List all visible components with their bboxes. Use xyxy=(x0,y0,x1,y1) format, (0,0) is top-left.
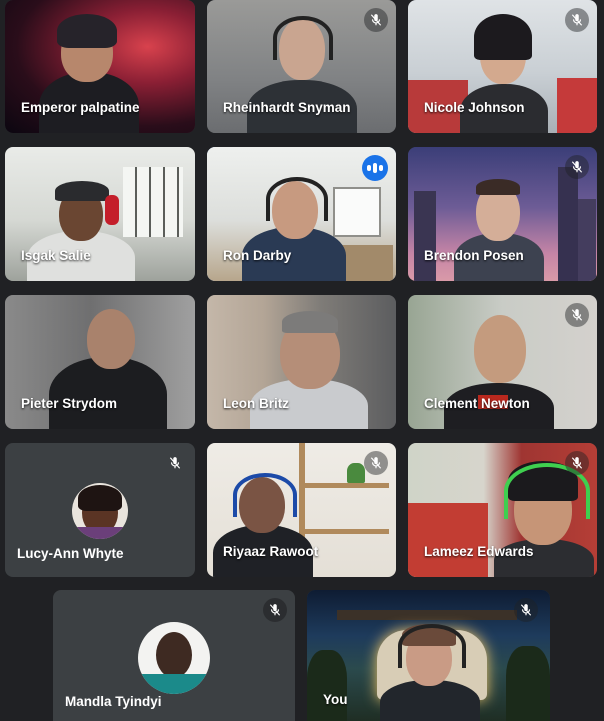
participant-name: Leon Britz xyxy=(223,396,289,411)
mic-off-icon xyxy=(364,451,388,475)
mic-off-icon xyxy=(514,598,538,622)
participant-tile-clement-newton[interactable]: Clement Newton xyxy=(408,295,597,429)
participant-name: Lucy-Ann Whyte xyxy=(17,546,124,561)
participant-tile-rheinhardt-snyman[interactable]: Rheinhardt Snyman xyxy=(207,0,396,133)
participant-name: You xyxy=(323,692,348,707)
participant-tile-pieter-strydom[interactable]: Pieter Strydom xyxy=(5,295,195,429)
mic-off-icon xyxy=(364,8,388,32)
participant-name: Rheinhardt Snyman xyxy=(223,100,351,115)
participant-name: Nicole Johnson xyxy=(424,100,525,115)
participant-tile-ron-darby[interactable]: Ron Darby xyxy=(207,147,396,281)
participant-tile-mandla-tyindyi[interactable]: Mandla Tyindyi xyxy=(53,590,295,721)
avatar xyxy=(72,483,128,539)
participant-name: Brendon Posen xyxy=(424,248,524,263)
participant-tile-isgak-salie[interactable]: Isgak Salie xyxy=(5,147,195,281)
participant-name: Pieter Strydom xyxy=(21,396,118,411)
mic-off-icon xyxy=(565,451,589,475)
participant-video-figure xyxy=(234,147,354,281)
participant-video-figure xyxy=(444,147,554,281)
participant-video-figure xyxy=(209,443,319,577)
participant-tile-brendon-posen[interactable]: Brendon Posen xyxy=(408,147,597,281)
participant-tile-riyaaz-rawoot[interactable]: Riyaaz Rawoot xyxy=(207,443,396,577)
participant-name: Emperor palpatine xyxy=(21,100,140,115)
audio-level-icon xyxy=(362,155,388,181)
participant-name: Mandla Tyindyi xyxy=(65,694,162,709)
participant-tile-leon-britz[interactable]: Leon Britz xyxy=(207,295,396,429)
participant-video-figure xyxy=(434,295,564,429)
mic-off-icon xyxy=(565,155,589,179)
participant-name: Clement Newton xyxy=(424,396,530,411)
mic-off-icon xyxy=(163,451,187,475)
participant-video-figure xyxy=(448,0,558,133)
avatar xyxy=(138,622,210,694)
mic-off-icon xyxy=(565,8,589,32)
mic-off-icon xyxy=(263,598,287,622)
participant-video-figure xyxy=(480,443,597,577)
participant-name: Riyaaz Rawoot xyxy=(223,544,319,559)
participant-video-figure xyxy=(374,590,484,721)
participant-video-figure xyxy=(43,295,173,429)
participant-tile-lucy-ann-whyte[interactable]: Lucy-Ann Whyte xyxy=(5,443,195,577)
participant-video-figure xyxy=(29,0,149,133)
participant-tile-you[interactable]: You xyxy=(307,590,550,721)
participant-video-figure xyxy=(244,295,374,429)
mic-off-icon xyxy=(565,303,589,327)
participant-name: Ron Darby xyxy=(223,248,292,263)
participant-name: Lameez Edwards xyxy=(424,544,534,559)
participant-tile-emperor-palpatine[interactable]: Emperor palpatine xyxy=(5,0,195,133)
participant-video-figure xyxy=(21,147,141,281)
participant-name: Isgak Salie xyxy=(21,248,91,263)
participant-tile-nicole-johnson[interactable]: Nicole Johnson xyxy=(408,0,597,133)
participant-tile-lameez-edwards[interactable]: Lameez Edwards xyxy=(408,443,597,577)
participant-video-figure xyxy=(237,0,367,133)
